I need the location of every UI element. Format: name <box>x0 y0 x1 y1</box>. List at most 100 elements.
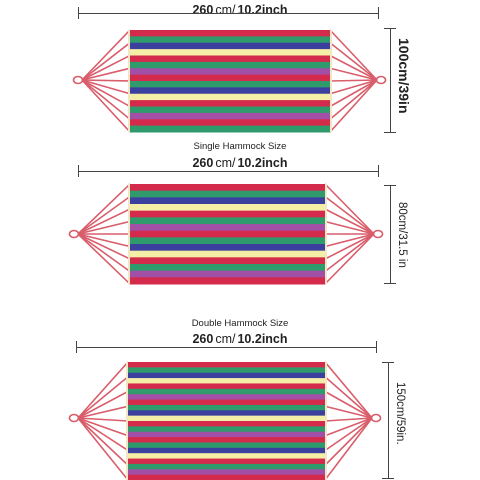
length-dimension-line <box>78 13 378 14</box>
length-label: 260 cm/10.2inch <box>0 332 480 346</box>
rope-left <box>77 195 131 235</box>
fabric-stripe <box>128 469 325 476</box>
rope-right <box>329 67 378 81</box>
rope-left <box>77 233 131 260</box>
length-tick-left <box>76 341 77 353</box>
rope-right <box>329 79 378 95</box>
rope-left <box>77 208 131 235</box>
fabric-stripe <box>130 237 325 245</box>
fabric-stripe <box>130 81 330 88</box>
length-inch: 10.2inch <box>237 156 288 170</box>
rope-left <box>81 79 131 108</box>
hammock-panel-2: Single Hammock Size 260 cm/10.2inch 80cm/… <box>0 138 480 298</box>
rope-left <box>81 29 131 81</box>
ring-left <box>72 75 84 85</box>
fabric-stripe <box>130 184 325 192</box>
rope-right <box>324 220 375 235</box>
fabric-stripe <box>130 119 330 127</box>
size-title: Double Hammock Size <box>191 318 289 329</box>
fabric-stripe <box>130 55 330 63</box>
fabric-stripe <box>128 388 325 395</box>
length-tick-left <box>78 165 79 177</box>
fabric-stripe <box>128 431 325 438</box>
width-tick-top <box>384 185 396 186</box>
rope-left <box>77 417 129 452</box>
rope-left <box>81 79 131 82</box>
rope-right <box>324 417 373 452</box>
rope-left <box>77 233 131 248</box>
hammock-panel-3: Double Hammock Size 260 cm/10.2inch 150cm… <box>0 312 480 480</box>
rope-right <box>329 79 378 82</box>
fabric-stripe <box>130 270 325 278</box>
fabric-stripe <box>130 106 330 114</box>
fabric-stripe <box>130 264 325 272</box>
rope-right <box>324 233 375 273</box>
rope-left <box>77 417 129 480</box>
hammock-illustration <box>68 361 382 480</box>
width-tick-bottom <box>382 478 394 479</box>
fabric-stripe <box>130 230 325 238</box>
width-tick-bottom <box>384 283 396 284</box>
rope-left <box>77 417 129 437</box>
fabric-stripe <box>128 474 325 480</box>
ring-left <box>68 229 80 239</box>
fabric-stripe <box>128 437 325 443</box>
rope-left <box>81 54 131 81</box>
rope-right <box>324 376 373 419</box>
width-dimension-line <box>388 362 389 478</box>
rope-right <box>324 405 373 419</box>
fabric-stripe <box>130 277 325 285</box>
rope-left <box>77 361 129 419</box>
hammock-illustration <box>68 183 384 285</box>
rope-right <box>329 54 378 81</box>
rope-left <box>81 67 131 81</box>
fabric-stripe <box>128 463 325 470</box>
rope-right <box>329 79 378 108</box>
rope-right <box>324 233 375 285</box>
length-dimension-line <box>76 347 376 348</box>
width-label: 100cm/39in <box>396 38 412 114</box>
fabric-stripe <box>128 362 325 368</box>
rope-left <box>77 417 129 466</box>
width-label: 80cm/31.5 in <box>396 202 408 268</box>
fabric-stripe <box>130 68 330 76</box>
size-title: Single Hammock Size <box>193 141 287 152</box>
fabric-stripe <box>128 447 325 454</box>
rope-left <box>77 233 131 273</box>
length-tick-left <box>78 7 79 19</box>
rope-left <box>77 417 129 422</box>
rope-left <box>77 376 129 419</box>
fabric-stripe <box>130 125 330 133</box>
rope-right <box>329 79 378 120</box>
ring-right <box>372 229 384 239</box>
rope-left <box>77 220 131 235</box>
length-unit: cm/ <box>215 332 236 346</box>
rope-right <box>324 183 375 235</box>
fabric-stripe <box>130 74 330 82</box>
fabric-stripe <box>130 190 325 198</box>
rope-left <box>81 42 131 81</box>
rope-right <box>324 417 373 437</box>
rope-right <box>329 42 378 81</box>
length-tick-right <box>378 165 379 177</box>
width-dimension-line <box>390 28 391 132</box>
rope-left <box>77 233 131 285</box>
length-label: 260 cm/10.2inch <box>0 156 480 170</box>
fabric-stripe <box>128 426 325 433</box>
fabric-stripe <box>128 410 325 417</box>
width-tick-top <box>384 28 396 29</box>
fabric-stripe <box>128 458 325 465</box>
fabric-stripe <box>128 367 325 374</box>
rope-left <box>77 390 129 419</box>
fabric-stripe <box>128 442 325 449</box>
rope-right <box>324 417 373 480</box>
fabric-stripe <box>130 36 330 44</box>
width-tick-bottom <box>384 132 396 133</box>
rope-right <box>324 417 373 422</box>
fabric-stripe <box>128 421 325 427</box>
length-number: 260 <box>192 332 214 346</box>
rope-right <box>329 79 378 133</box>
rope-left <box>81 79 131 133</box>
rope-right <box>324 417 373 466</box>
length-number: 260 <box>192 156 214 170</box>
